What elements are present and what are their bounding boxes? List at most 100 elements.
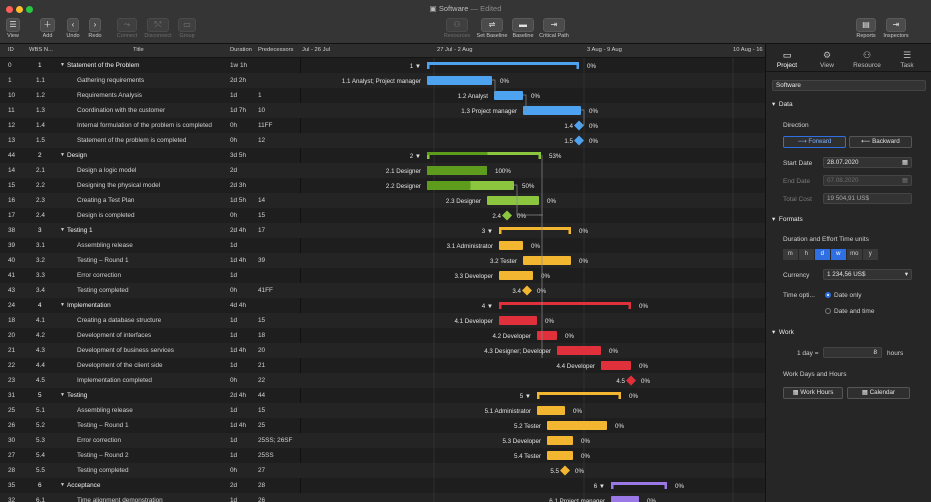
inspector-tab-view[interactable]: ⚙ View xyxy=(808,50,846,69)
milestone-diamond[interactable] xyxy=(574,135,584,146)
work-hours-button[interactable]: ▦ Work Hours xyxy=(783,387,843,399)
task-bar[interactable] xyxy=(499,241,523,250)
collapse-triangle-icon[interactable]: ▼ xyxy=(60,392,65,398)
table-row[interactable]: 15 2.2 Designing the physical model 2d 3h xyxy=(0,178,301,193)
collapse-triangle-icon[interactable]: ▼ xyxy=(60,302,65,308)
table-row[interactable]: 30 5.3 Error correction 1d 25SS; 26SF xyxy=(0,433,301,448)
backward-button[interactable]: ⟵ Backward xyxy=(849,136,912,148)
table-row[interactable]: 35 6 Acceptance 2d 28 ▼ xyxy=(0,478,301,493)
date-only-radio[interactable] xyxy=(825,292,831,298)
column-header-predecessors[interactable]: Predecessors xyxy=(258,47,294,53)
time-unit-m[interactable]: m xyxy=(783,249,799,260)
toolbar-disconnect-button[interactable]: ⤲ xyxy=(147,18,169,32)
collapse-triangle-icon[interactable]: ▼ xyxy=(60,62,65,68)
table-row[interactable]: 43 3.4 Testing completed 0h 41FF xyxy=(0,283,301,298)
project-name-field[interactable]: Software xyxy=(772,80,926,91)
table-row[interactable]: 21 4.3 Development of business services 1d … xyxy=(0,343,301,358)
table-row[interactable]: 13 1.5 Statement of the problem is complet… xyxy=(0,133,301,148)
task-bar[interactable] xyxy=(537,406,565,415)
table-row[interactable]: 1 1.1 Gathering requirements 2d 2h xyxy=(0,73,301,88)
table-row[interactable]: 12 1.4 Internal formulation of the problem… xyxy=(0,118,301,133)
minimize-window-button[interactable] xyxy=(16,6,23,13)
start-date-field[interactable]: 28.07.2020 ▦ xyxy=(823,157,912,168)
toolbar-set-baseline-button[interactable]: ⇌ xyxy=(481,18,503,32)
gantt-canvas[interactable]: 1 ▼ 0% 1.1 Analyst; Project manager 0% 1.2 A… xyxy=(301,58,765,502)
toolbar-baseline-button[interactable]: ▬ xyxy=(512,18,534,32)
collapse-triangle-icon[interactable]: ▼ xyxy=(60,482,65,488)
table-row[interactable]: 24 4 Implementation 4d 4h ▼ xyxy=(0,298,301,313)
table-row[interactable]: 27 5.4 Testing – Round 2 1d 25SS xyxy=(0,448,301,463)
table-row[interactable]: 18 4.1 Creating a database structure 1d 15 xyxy=(0,313,301,328)
table-row[interactable]: 28 5.5 Testing completed 0h 27 xyxy=(0,463,301,478)
table-row[interactable]: 25 5.1 Assembling release 1d 15 xyxy=(0,403,301,418)
table-row[interactable]: 40 3.2 Testing – Round 1 1d 4h 39 xyxy=(0,253,301,268)
summary-bar[interactable] xyxy=(537,392,621,395)
table-row[interactable]: 10 1.2 Requirements Analysis 1d 1 xyxy=(0,88,301,103)
column-header-wbs[interactable]: WBS N... xyxy=(29,47,53,53)
table-row[interactable]: 38 3 Testing 1 2d 4h 17 ▼ xyxy=(0,223,301,238)
summary-bar[interactable] xyxy=(499,227,571,230)
task-bar[interactable] xyxy=(499,316,537,325)
task-bar[interactable] xyxy=(601,361,631,370)
forward-button[interactable]: ⟶ Forward xyxy=(783,136,846,148)
table-row[interactable]: 17 2.4 Design is completed 0h 15 xyxy=(0,208,301,223)
work-section-header[interactable]: ▾ Work xyxy=(772,329,794,336)
milestone-diamond[interactable] xyxy=(560,465,570,476)
table-row[interactable]: 31 5 Testing 2d 4h 44 ▼ xyxy=(0,388,301,403)
summary-bar[interactable] xyxy=(427,62,579,65)
task-bar[interactable] xyxy=(427,76,492,85)
task-bar[interactable] xyxy=(494,91,523,100)
summary-bar[interactable] xyxy=(611,482,667,485)
time-unit-w[interactable]: w xyxy=(831,249,847,260)
task-bar[interactable] xyxy=(487,196,539,205)
table-row[interactable]: 20 4.2 Development of interfaces 1d 18 xyxy=(0,328,301,343)
table-row[interactable]: 11 1.3 Coordination with the customer 1d 7h… xyxy=(0,103,301,118)
calendar-button[interactable]: ▦ Calendar xyxy=(847,387,910,399)
column-header-title[interactable]: Title xyxy=(133,47,144,53)
date-and-time-radio[interactable] xyxy=(825,308,831,314)
milestone-diamond[interactable] xyxy=(502,210,512,221)
toolbar-add-button[interactable]: ＋ xyxy=(40,18,55,32)
formats-section-header[interactable]: ▾ Formats xyxy=(772,216,803,223)
task-bar[interactable] xyxy=(537,331,557,340)
inspector-tab-project[interactable]: ▭ Project xyxy=(768,50,806,69)
toolbar-inspectors-button[interactable]: ⇥ xyxy=(886,18,906,32)
task-bar[interactable] xyxy=(557,346,601,355)
task-bar[interactable] xyxy=(523,106,581,115)
table-row[interactable]: 41 3.3 Error correction 1d xyxy=(0,268,301,283)
task-bar[interactable] xyxy=(611,496,639,502)
task-bar[interactable] xyxy=(547,451,573,460)
table-row[interactable]: 26 5.2 Testing – Round 1 1d 4h 25 xyxy=(0,418,301,433)
milestone-diamond[interactable] xyxy=(626,375,636,386)
table-row[interactable]: 0 1 Statement of the Problem 1w 1h ▼ xyxy=(0,58,301,73)
toolbar-redo-button[interactable]: › xyxy=(89,18,101,32)
column-header-id[interactable]: ID xyxy=(8,47,14,53)
toolbar-resources-button[interactable]: ⚇ xyxy=(446,18,468,32)
currency-select[interactable]: 1 234,56 US$ ▾ xyxy=(823,269,912,280)
milestone-diamond[interactable] xyxy=(522,285,532,296)
close-window-button[interactable] xyxy=(6,6,13,13)
task-bar[interactable] xyxy=(547,436,573,445)
milestone-diamond[interactable] xyxy=(574,120,584,131)
table-row[interactable]: 32 6.1 Time alignment demonstration 1d 26 xyxy=(0,493,301,502)
table-row[interactable]: 22 4.4 Development of the client side 1d 21 xyxy=(0,358,301,373)
inspector-tab-task[interactable]: ☰ Task xyxy=(888,50,926,69)
hours-per-day-field[interactable]: 8 xyxy=(823,347,882,358)
collapse-triangle-icon[interactable]: ▼ xyxy=(60,152,65,158)
toolbar-view-button[interactable]: ☰ xyxy=(6,18,20,32)
summary-bar[interactable] xyxy=(499,302,631,305)
task-bar[interactable] xyxy=(547,421,607,430)
data-section-header[interactable]: ▾ Data xyxy=(772,101,793,108)
zoom-window-button[interactable] xyxy=(26,6,33,13)
toolbar-group-button[interactable]: ▭ xyxy=(178,18,196,32)
table-row[interactable]: 23 4.5 Implementation completed 0h 22 xyxy=(0,373,301,388)
table-row[interactable]: 16 2.3 Creating a Test Plan 1d 5h 14 xyxy=(0,193,301,208)
calendar-icon[interactable]: ▦ xyxy=(902,159,908,166)
toolbar-undo-button[interactable]: ‹ xyxy=(67,18,79,32)
time-unit-d[interactable]: d xyxy=(815,249,831,260)
table-row[interactable]: 39 3.1 Assembling release 1d xyxy=(0,238,301,253)
table-row[interactable]: 14 2.1 Design a logic model 2d xyxy=(0,163,301,178)
collapse-triangle-icon[interactable]: ▼ xyxy=(60,227,65,233)
time-unit-mo[interactable]: mo xyxy=(847,249,863,260)
toolbar-critical-path-button[interactable]: ⇥ xyxy=(543,18,565,32)
